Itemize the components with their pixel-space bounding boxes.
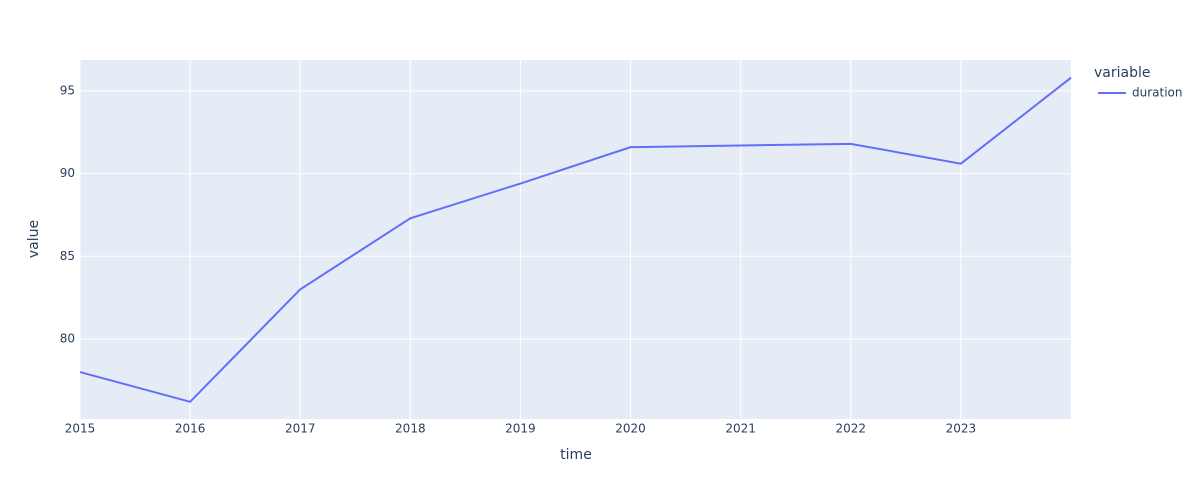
y-tick-label: 95 <box>60 83 75 97</box>
x-tick-label: 2023 <box>946 422 977 436</box>
x-tick-label: 2019 <box>505 422 536 436</box>
legend-label: duration <box>1132 86 1183 100</box>
y-tick-label: 90 <box>60 166 75 180</box>
y-tick-label: 85 <box>60 249 75 263</box>
y-axis-title: value <box>26 220 42 258</box>
x-tick-label: 2017 <box>285 422 316 436</box>
plot-area <box>80 60 1071 419</box>
x-tick-label: 2016 <box>175 422 206 436</box>
x-tick-label: 2015 <box>65 422 96 436</box>
y-tick-label: 80 <box>60 331 75 345</box>
line <box>79 76 1072 403</box>
legend-title: variable <box>1094 65 1150 81</box>
x-tick-label: 2021 <box>725 422 756 436</box>
x-tick-label: 2020 <box>615 422 646 436</box>
x-tick-label: 2018 <box>395 422 426 436</box>
x-tick-label: 2022 <box>836 422 867 436</box>
x-axis-title: time <box>560 447 592 463</box>
